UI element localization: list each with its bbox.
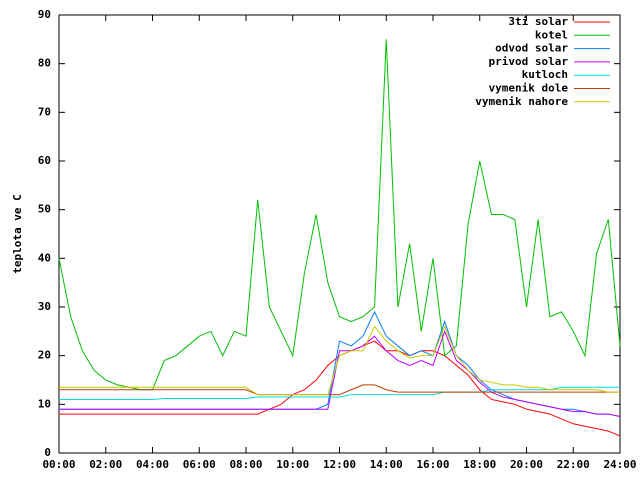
x-tick-label: 08:00 [229,458,262,471]
legend-label: 3ti solar [508,15,568,28]
y-tick-label: 90 [38,8,51,21]
y-tick-label: 80 [38,57,51,70]
y-tick-label: 40 [38,251,51,264]
series-line [59,329,621,417]
x-tick-label: 22:00 [557,458,590,471]
x-tick-label: 14:00 [370,458,403,471]
legend-label: vymenik nahore [475,95,568,108]
x-tick-label: 06:00 [183,458,216,471]
y-tick-label: 60 [38,154,51,167]
legend-label: kotel [535,28,568,41]
y-tick-label: 20 [38,349,51,362]
series-line [59,325,620,396]
x-tick-label: 10:00 [276,458,309,471]
y-tick-label: 0 [44,446,51,459]
y-tick-label: 10 [38,397,51,410]
y-tick-label: 50 [38,203,51,216]
legend-label: kutloch [522,68,568,81]
x-tick-label: 16:00 [416,458,449,471]
legend-label: privod solar [489,55,569,68]
x-tick-label: 04:00 [136,458,169,471]
x-tick-label: 12:00 [323,458,356,471]
x-tick-label: 24:00 [603,458,636,471]
y-tick-label: 70 [38,105,51,118]
series-line [59,384,620,396]
legend-label: odvod solar [495,42,568,55]
series-line [59,310,621,417]
y-tick-label: 30 [38,300,51,313]
series-line [59,386,620,400]
x-tick-label: 20:00 [510,458,543,471]
legend-label: vymenik dole [489,82,569,95]
y-axis-label: teplota ve C [11,194,24,273]
x-tick-label: 02:00 [89,458,122,471]
x-tick-label: 18:00 [463,458,496,471]
x-tick-label: 00:00 [42,458,75,471]
